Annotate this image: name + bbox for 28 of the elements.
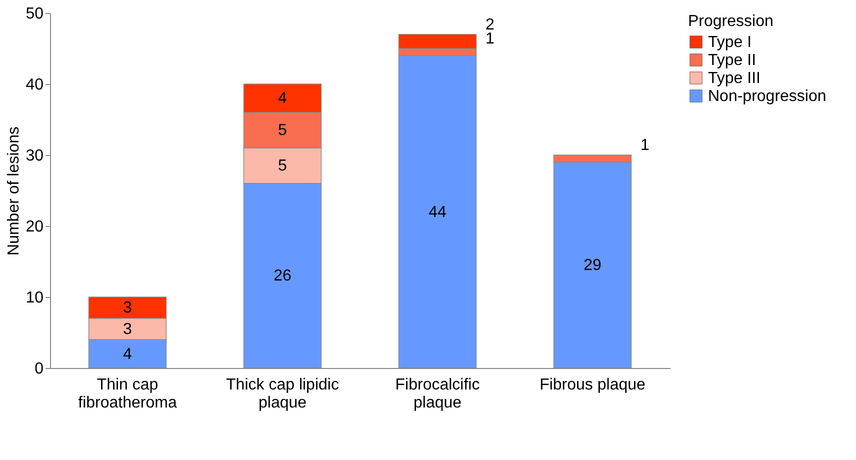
data-label: 1	[640, 137, 650, 154]
data-label: 5	[278, 158, 288, 175]
y-tick-label: 0	[34, 360, 44, 378]
x-tick-label: Thin cap fibroatheroma	[78, 376, 177, 412]
legend-label: Type II	[708, 52, 756, 69]
data-label: 4	[278, 90, 288, 108]
y-tick-label: 20	[26, 218, 44, 236]
legend-label: Type III	[708, 70, 760, 87]
data-label: 4	[123, 346, 132, 363]
legend-title: Progression	[688, 13, 774, 30]
legend-label: Type I	[708, 34, 752, 51]
data-label: 5	[278, 122, 288, 140]
x-tick-label: Fibrous plaque	[540, 376, 646, 394]
data-label: 3	[123, 320, 132, 338]
y-tick-label: 30	[26, 148, 44, 164]
y-tick-label: 40	[26, 76, 44, 94]
data-label: 2	[486, 16, 494, 34]
legend-label: Non-progression	[708, 88, 826, 105]
y-tick-label: 10	[26, 290, 44, 306]
data-label: 29	[584, 257, 602, 274]
data-label: 1	[486, 30, 494, 48]
x-tick-label: Fibrocalcific plaque	[395, 376, 480, 412]
x-tick-label: Thick cap lipidic plaque	[226, 376, 339, 412]
y-axis-title: Number of lesions	[6, 126, 23, 256]
data-label: 44	[428, 204, 446, 221]
y-tick-label: 50	[26, 6, 44, 22]
data-label: 3	[123, 300, 132, 317]
data-label: 26	[274, 268, 292, 285]
